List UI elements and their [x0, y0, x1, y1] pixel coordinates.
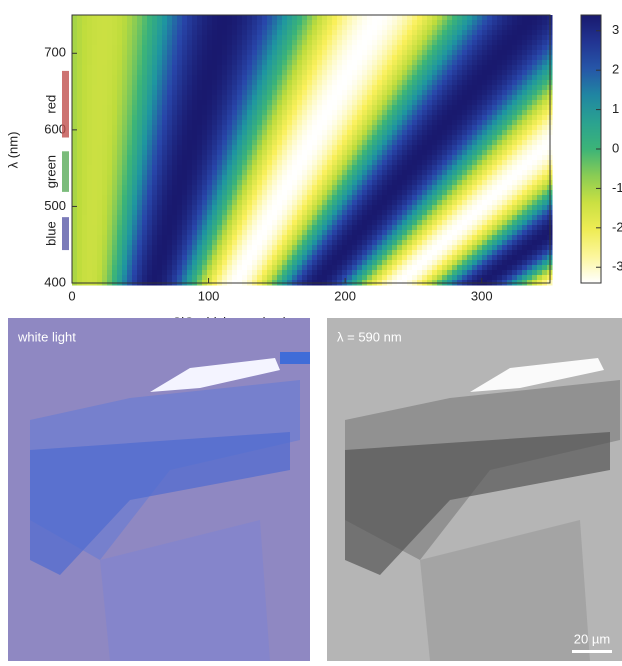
- colorbar-tick-label: -1: [612, 180, 622, 195]
- page: SiO₂ thickness (nm) λ (nm) white light λ…: [0, 0, 622, 661]
- x-tick-label: 0: [68, 288, 75, 303]
- wavelength-band: [62, 151, 69, 192]
- wavelength-band: [62, 217, 69, 250]
- colorbar-tick-label: -3: [612, 259, 622, 274]
- wavelength-band: [62, 71, 69, 138]
- panel-label: white light: [17, 329, 76, 344]
- y-axis-label: λ (nm): [5, 132, 20, 169]
- scale-bar: [572, 650, 612, 653]
- photo-590nm: λ = 590 nm 20 µm: [327, 318, 622, 661]
- colorbar-tick-label: 1: [612, 101, 619, 116]
- colorbar-tick-label: -2: [612, 219, 622, 234]
- y-tick-label: 400: [44, 274, 66, 289]
- colorbar-tick-label: 2: [612, 62, 619, 77]
- heatmap: [72, 15, 553, 286]
- photo-white-light: white light: [8, 318, 310, 661]
- colorbar-tick-label: 0: [612, 140, 619, 155]
- x-tick-label: 300: [471, 288, 493, 303]
- band-label: blue: [43, 221, 58, 246]
- scale-bar-label: 20 µm: [574, 631, 610, 646]
- x-tick-label: 100: [198, 288, 220, 303]
- y-tick-label: 700: [44, 45, 66, 60]
- band-label: green: [43, 155, 58, 188]
- panel-label: λ = 590 nm: [337, 329, 402, 344]
- band-label: red: [43, 95, 58, 114]
- colorbar-tick-label: 3: [612, 22, 619, 37]
- figure: SiO₂ thickness (nm) λ (nm) white light λ…: [0, 0, 622, 661]
- x-tick-label: 200: [334, 288, 356, 303]
- y-tick-label: 500: [44, 198, 66, 213]
